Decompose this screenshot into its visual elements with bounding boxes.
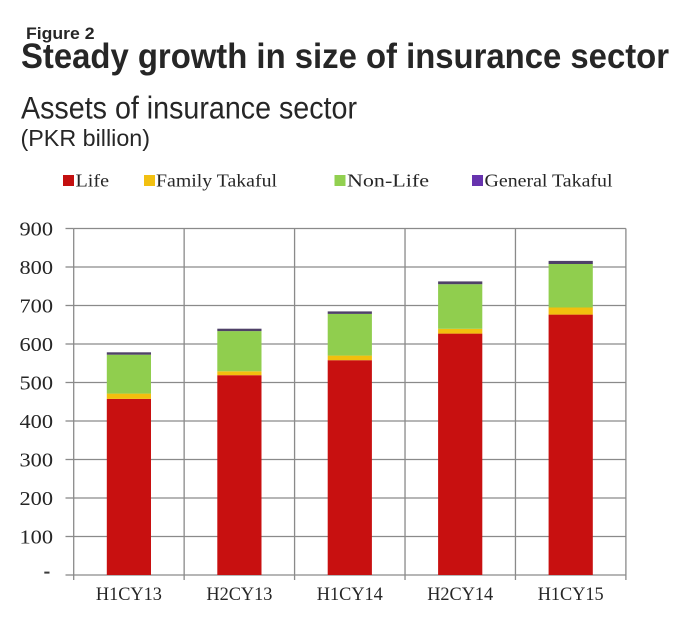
svg-text:General Takaful: General Takaful (485, 171, 613, 191)
svg-text:Assets of insurance sector: Assets of insurance sector (21, 90, 357, 126)
svg-text:Steady growth in size of insur: Steady growth in size of insurance secto… (21, 37, 669, 76)
svg-text:Family Takaful: Family Takaful (156, 171, 277, 191)
svg-text:500: 500 (20, 374, 54, 395)
svg-text:Life: Life (76, 171, 110, 191)
svg-text:H1CY13: H1CY13 (96, 585, 162, 605)
svg-text:H2CY14: H2CY14 (427, 585, 493, 605)
svg-text:H2CY13: H2CY13 (206, 585, 272, 605)
svg-text:(PKR billion): (PKR billion) (21, 125, 151, 151)
svg-text:900: 900 (20, 220, 54, 241)
svg-text:Non-Life: Non-Life (347, 171, 429, 191)
svg-text:600: 600 (20, 335, 54, 356)
svg-text:300: 300 (20, 451, 54, 472)
svg-text:100: 100 (20, 528, 54, 549)
svg-text:Figure 2: Figure 2 (26, 24, 95, 43)
svg-text:H1CY15: H1CY15 (538, 585, 604, 605)
svg-text:200: 200 (20, 489, 54, 510)
svg-text:800: 800 (20, 258, 54, 279)
svg-text:400: 400 (20, 412, 54, 433)
svg-text:H1CY14: H1CY14 (317, 585, 383, 605)
svg-text:700: 700 (20, 297, 54, 318)
